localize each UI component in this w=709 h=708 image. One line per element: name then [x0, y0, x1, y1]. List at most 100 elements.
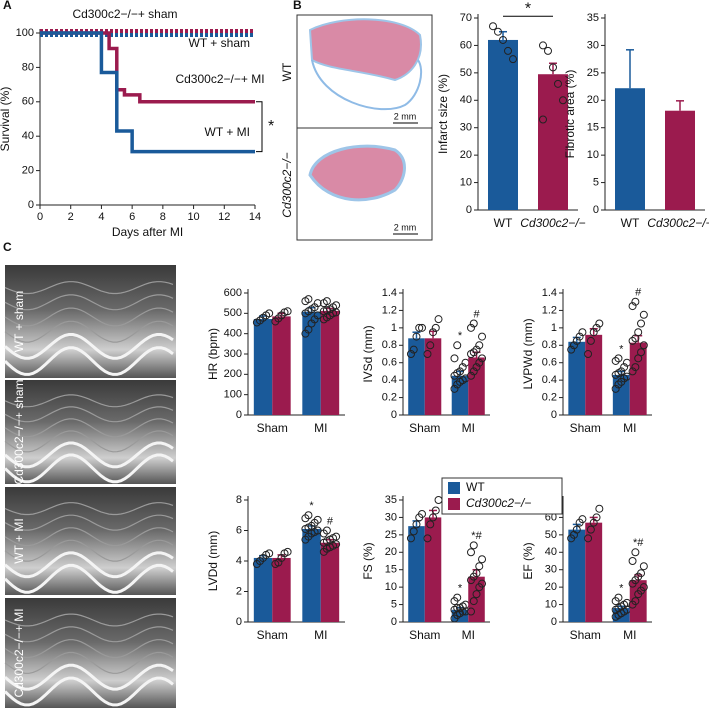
y-tick-label: 400: [224, 328, 242, 340]
image-label: Cd300c2−/−+ sham: [12, 379, 26, 484]
y-tick-label: 0.8: [382, 339, 397, 351]
data-point: [499, 35, 507, 44]
data-point: [472, 345, 481, 354]
data-point: [434, 496, 443, 504]
y-tick-label: 25: [587, 67, 599, 79]
mmode-trace: [4, 502, 174, 516]
y-tick-label: 30: [587, 39, 599, 51]
data-point: [572, 336, 581, 345]
data-point: [584, 534, 593, 543]
data-point: [611, 356, 620, 365]
significance-mark: #: [635, 287, 642, 299]
bar: [424, 517, 442, 622]
y-tick-label: 20: [545, 581, 557, 593]
data-point: [332, 301, 341, 310]
y-tick-label: 1: [391, 322, 397, 334]
data-point: [467, 548, 476, 557]
mmode-trace: [4, 527, 174, 547]
scale-label: 2 mm: [394, 111, 417, 121]
y-axis-label: IVSd (mm): [361, 325, 375, 382]
y-tick-label: 0.2: [542, 391, 557, 403]
x-tick-label: 6: [129, 211, 135, 223]
data-point: [614, 380, 623, 389]
bar: [320, 310, 340, 415]
x-tick-label: Sham: [409, 421, 440, 435]
data-point: [313, 526, 322, 535]
image-label: WT: [280, 62, 294, 81]
y-axis-label: EF (%): [521, 542, 535, 579]
data-point: [283, 547, 292, 556]
data-point: [611, 384, 620, 393]
mmode-trace: [4, 663, 174, 691]
data-point: [453, 604, 462, 613]
mmode-trace: [4, 333, 174, 360]
image-label: WT + MI: [12, 518, 26, 563]
data-point: [639, 583, 648, 592]
mmode-trace: [4, 613, 174, 627]
y-tick-label: 0: [391, 409, 397, 421]
data-point: [431, 506, 440, 515]
x-tick-label: 8: [160, 211, 166, 223]
data-point: [639, 341, 648, 350]
bar: [568, 529, 586, 622]
mmode-trace: [4, 418, 174, 438]
x-tick-label: 2: [68, 211, 74, 223]
y-tick-label: 5: [593, 176, 599, 188]
significance-mark: *: [619, 583, 624, 595]
data-point: [620, 363, 629, 372]
y-tick-label: 0.4: [542, 374, 557, 386]
legend-swatch: [448, 498, 460, 510]
y-tick-label: 0.8: [542, 339, 557, 351]
y-tick-label: 300: [224, 348, 242, 360]
data-point: [586, 336, 595, 345]
data-point: [304, 325, 313, 334]
y-tick-label: 6: [236, 524, 242, 536]
bar: [253, 319, 273, 415]
panel-label: B: [293, 0, 302, 12]
data-point: [265, 549, 274, 558]
y-tick-label: 1.2: [382, 304, 397, 316]
y-tick-label: 0: [28, 199, 34, 211]
data-point: [429, 513, 438, 522]
mmode-trace: [4, 406, 174, 423]
data-point: [628, 336, 637, 345]
bar: [468, 357, 485, 415]
data-point: [409, 527, 418, 536]
y-tick-label: 0.6: [382, 357, 397, 369]
data-point: [429, 328, 438, 337]
x-tick-label: Sham: [257, 421, 288, 435]
data-point: [472, 569, 481, 578]
data-point: [478, 579, 487, 588]
data-point: [475, 358, 484, 367]
y-tick-label: 0.4: [382, 374, 397, 386]
data-point: [467, 323, 476, 332]
legend-label: WT: [466, 480, 485, 494]
data-point: [417, 509, 426, 518]
bar: [488, 39, 518, 210]
mmode-trace: [3, 563, 174, 594]
y-tick-label: 60: [460, 39, 472, 51]
y-axis-label: FS (%): [361, 542, 375, 579]
y-tick-label: 0: [236, 616, 242, 628]
x-tick-label: 14: [249, 211, 261, 223]
mmode-images: WT + sham Cd300c2−/−+ sham WT + MI Cd300c2−…: [3, 265, 176, 708]
data-point: [631, 363, 640, 372]
y-tick-label: 200: [224, 368, 242, 380]
data-point: [469, 367, 478, 376]
y-tick-label: 100: [16, 27, 34, 39]
data-point: [450, 384, 459, 393]
data-point: [509, 55, 517, 64]
data-point: [628, 557, 637, 565]
data-point: [637, 348, 646, 357]
mmode-trace: [3, 453, 174, 484]
y-axis-label: Survival (%): [0, 87, 12, 152]
histology-images: 2 mm 2 mm WT Cd300c2−/−: [280, 14, 433, 241]
survival-line: [40, 31, 255, 154]
y-tick-label: 80: [22, 61, 34, 73]
data-point: [589, 328, 598, 337]
mmode-trace: [4, 394, 174, 408]
mmode-trace: [4, 626, 174, 643]
mmode-trace: [4, 441, 174, 469]
data-point: [469, 348, 478, 357]
